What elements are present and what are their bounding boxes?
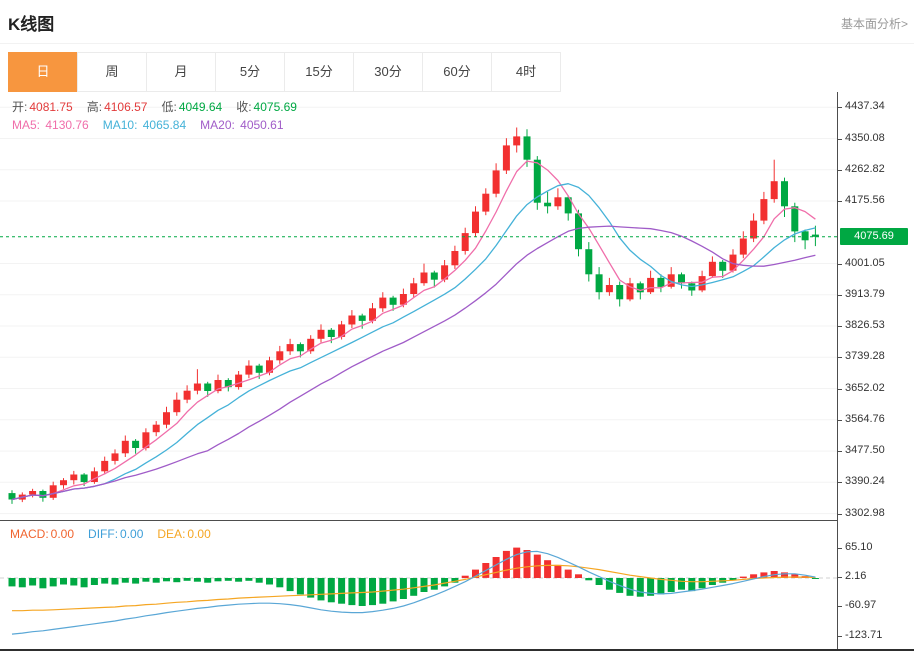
price-axis: 4437.34 4350.08 4262.82 4175.56 4001.05 3913.… (838, 92, 914, 520)
candlestick-chart[interactable] (0, 92, 837, 520)
tab-week[interactable]: 周 (77, 52, 147, 92)
macd-axis-label: -60.97 (845, 599, 877, 611)
dea-readout: DEA: 0.00 (157, 527, 211, 541)
close-readout: 收: 4075.69 (236, 100, 297, 114)
tab-5min[interactable]: 5分 (215, 52, 285, 92)
ma20-readout: MA20: 4050.61 (200, 118, 284, 132)
price-axis-label: 4437.34 (845, 100, 885, 112)
price-axis-label: 3913.79 (845, 288, 885, 300)
price-axis-label: 3826.53 (845, 319, 885, 331)
open-readout: 开: 4081.75 (12, 100, 73, 114)
diff-readout: DIFF: 0.00 (88, 527, 144, 541)
price-axis-label: 3302.98 (845, 507, 885, 519)
macd-readout: MACD: 0.00 (10, 527, 75, 541)
page-title: K线图 (8, 15, 55, 34)
tab-month[interactable]: 月 (146, 52, 216, 92)
macd-info-bar: MACD: 0.00 DIFF: 0.00 DEA: 0.00 (10, 527, 225, 541)
axis-tick (838, 548, 842, 549)
axis-tick (838, 451, 842, 452)
axis-border-line (837, 92, 838, 650)
fundamental-analysis-link[interactable]: 基本面分析> (840, 17, 908, 31)
axis-tick (838, 482, 842, 483)
axis-tick (838, 514, 842, 515)
price-axis-label: 4262.82 (845, 163, 885, 175)
ma10-readout: MA10: 4065.84 (102, 118, 187, 132)
price-axis-label: 3390.24 (845, 475, 885, 487)
candlestick-svg (0, 106, 837, 515)
axis-tick (838, 170, 842, 171)
macd-svg (0, 547, 837, 635)
high-readout: 高: 4106.57 (86, 100, 148, 114)
tab-60min[interactable]: 60分 (422, 52, 492, 92)
axis-tick (838, 389, 842, 390)
axis-tick (838, 420, 842, 421)
ma5-readout: MA5: 4130.76 (12, 118, 89, 132)
tab-4hour[interactable]: 4时 (491, 52, 561, 92)
ma-info-bar: MA5: 4130.76 MA10: 4065.84 MA20: 4050.61 (12, 118, 298, 132)
tab-30min[interactable]: 30分 (353, 52, 423, 92)
axis-tick (838, 326, 842, 327)
macd-chart[interactable] (0, 521, 837, 649)
price-axis-label: 3652.02 (845, 382, 885, 394)
price-axis-label: 3739.28 (845, 350, 885, 362)
header: K线图 基本面分析> (0, 0, 914, 44)
ohlc-info-bar: 开: 4081.75 高: 4106.57 低: 4049.64 收: 4075.69 (12, 98, 311, 115)
interval-tabbar: 日周月 5分 15分 30分 60分 4时 (8, 52, 561, 92)
macd-axis-label: 2.16 (845, 570, 867, 582)
axis-tick (838, 107, 842, 108)
price-axis-label: 3564.76 (845, 413, 885, 425)
price-axis-label: 4350.08 (845, 132, 885, 144)
axis-tick (838, 264, 842, 265)
axis-tick (838, 606, 842, 607)
axis-tick (838, 295, 842, 296)
current-price-badge: 4075.69 (840, 228, 908, 245)
price-axis-label: 3477.50 (845, 444, 885, 456)
tab-15min[interactable]: 15分 (284, 52, 354, 92)
axis-tick (838, 357, 842, 358)
price-axis-label: 4001.05 (845, 257, 885, 269)
axis-tick (838, 201, 842, 202)
macd-axis-label: -123.71 (845, 629, 883, 641)
low-readout: 低: 4049.64 (161, 100, 223, 114)
bottom-border-line (0, 649, 914, 651)
axis-tick (838, 636, 842, 637)
axis-tick (838, 139, 842, 140)
macd-axis: 65.10 2.16 -60.97 -123.71 (838, 521, 914, 649)
tab-day[interactable]: 日 (8, 52, 78, 92)
macd-axis-label: 65.10 (845, 541, 873, 553)
price-axis-label: 4175.56 (845, 194, 885, 206)
panel-divider (0, 520, 837, 521)
axis-tick (838, 577, 842, 578)
